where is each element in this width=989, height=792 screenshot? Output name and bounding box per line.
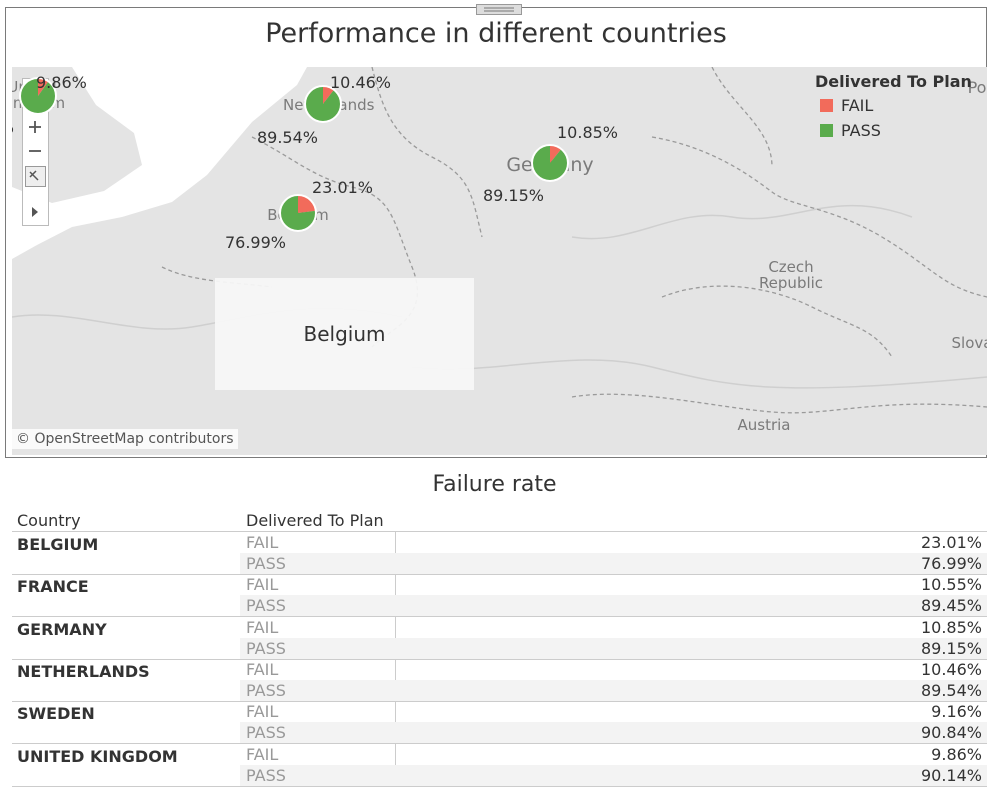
pie-slice [19, 78, 56, 114]
rate-cell: 9.16% [931, 702, 982, 722]
row-band [240, 553, 987, 574]
status-cell: PASS [246, 723, 286, 743]
row-rule [12, 658, 987, 660]
pie-outline [279, 194, 317, 232]
rate-cell: 9.86% [931, 744, 982, 764]
pie-value-label: 9.86% [36, 73, 87, 92]
pie-value-label: 10.46% [330, 73, 391, 92]
pie-outline [531, 144, 569, 182]
status-cell: PASS [246, 765, 286, 785]
status-cell: FAIL [246, 533, 279, 552]
column-header: Delivered To Plan [246, 511, 384, 530]
row-rule [12, 743, 987, 745]
pie-value-label: 90.14% [12, 118, 14, 137]
status-cell: FAIL [246, 744, 279, 764]
dashboard-title: Performance in different countries [265, 18, 727, 49]
pie-slice [305, 86, 341, 122]
rate-cell: 10.46% [920, 659, 982, 679]
rate-cell: 10.85% [920, 617, 982, 637]
rate-cell: 90.14% [920, 765, 982, 785]
pie-value-label: 23.01% [312, 178, 373, 197]
header-rule [12, 531, 987, 532]
pie-value-label: 10.85% [557, 123, 618, 142]
place-label: Po [967, 78, 987, 97]
status-cell: PASS [246, 554, 286, 573]
rate-cell: 89.45% [920, 596, 982, 616]
country-cell: SWEDEN [17, 704, 95, 724]
pie-slice [38, 78, 49, 96]
tooltip: Belgium [215, 278, 474, 390]
country-cell: UNITED KINGDOM [17, 746, 178, 766]
legend-label: PASS [841, 121, 881, 140]
map-marks: Delivered To Plan FAIL PASS 9.86% 90.14% 10.4… [12, 72, 972, 252]
row-band [240, 679, 987, 701]
drag-handle[interactable] [476, 4, 522, 15]
legend-swatch [820, 99, 833, 112]
row-band [240, 637, 987, 659]
place-label: Czech Republic [758, 258, 824, 292]
pie-value-label: 76.99% [225, 233, 286, 252]
status-cell: PASS [246, 596, 286, 616]
country-cell: NETHERLANDS [17, 661, 150, 681]
rate-cell: 89.54% [920, 680, 982, 700]
table: Country Delivered To Plan BELGIUM FAIL 23.01… [12, 505, 987, 790]
rate-cell: 90.84% [920, 723, 982, 743]
legend-label: FAIL [841, 96, 873, 115]
legend-swatch [820, 124, 833, 137]
status-cell: FAIL [246, 617, 279, 637]
status-cell: PASS [246, 638, 286, 658]
country-cell: BELGIUM [17, 535, 99, 554]
row-band [240, 764, 987, 786]
pie-outline [304, 85, 342, 123]
row-rule [12, 700, 987, 702]
pie-slice [323, 86, 334, 104]
pie-slice [298, 195, 316, 213]
rate-cell: 89.15% [920, 638, 982, 658]
status-cell: PASS [246, 680, 286, 700]
legend-title: Delivered To Plan [815, 72, 972, 91]
map-attribution[interactable]: © OpenStreetMap contributors [12, 429, 238, 449]
rate-cell: 76.99% [920, 554, 982, 573]
row-rule [12, 616, 987, 618]
country-cell: FRANCE [17, 577, 89, 597]
rate-cell: 23.01% [920, 533, 982, 552]
table-title: Failure rate [432, 472, 557, 497]
place-label: Slova [951, 334, 987, 352]
pie-slice [280, 195, 316, 231]
status-cell: FAIL [246, 659, 279, 679]
pie-slice [532, 145, 568, 182]
map[interactable]: United KingdomNetherlandsGermanyBelgiumC… [12, 67, 987, 455]
pie-value-label: 89.54% [257, 128, 318, 147]
row-rule [12, 574, 987, 575]
pie-outline [19, 77, 57, 115]
country-cell: GERMANY [17, 619, 107, 639]
pie-value-label: 89.15% [483, 186, 544, 205]
row-band [240, 595, 987, 617]
status-cell: FAIL [246, 575, 279, 595]
rate-cell: 10.55% [920, 575, 982, 595]
place-label: Austria [737, 416, 791, 434]
status-cell: FAIL [246, 702, 279, 722]
row-band [240, 722, 987, 744]
column-header: Country [17, 511, 81, 530]
row-rule [12, 785, 987, 787]
pie-slice [550, 145, 562, 163]
